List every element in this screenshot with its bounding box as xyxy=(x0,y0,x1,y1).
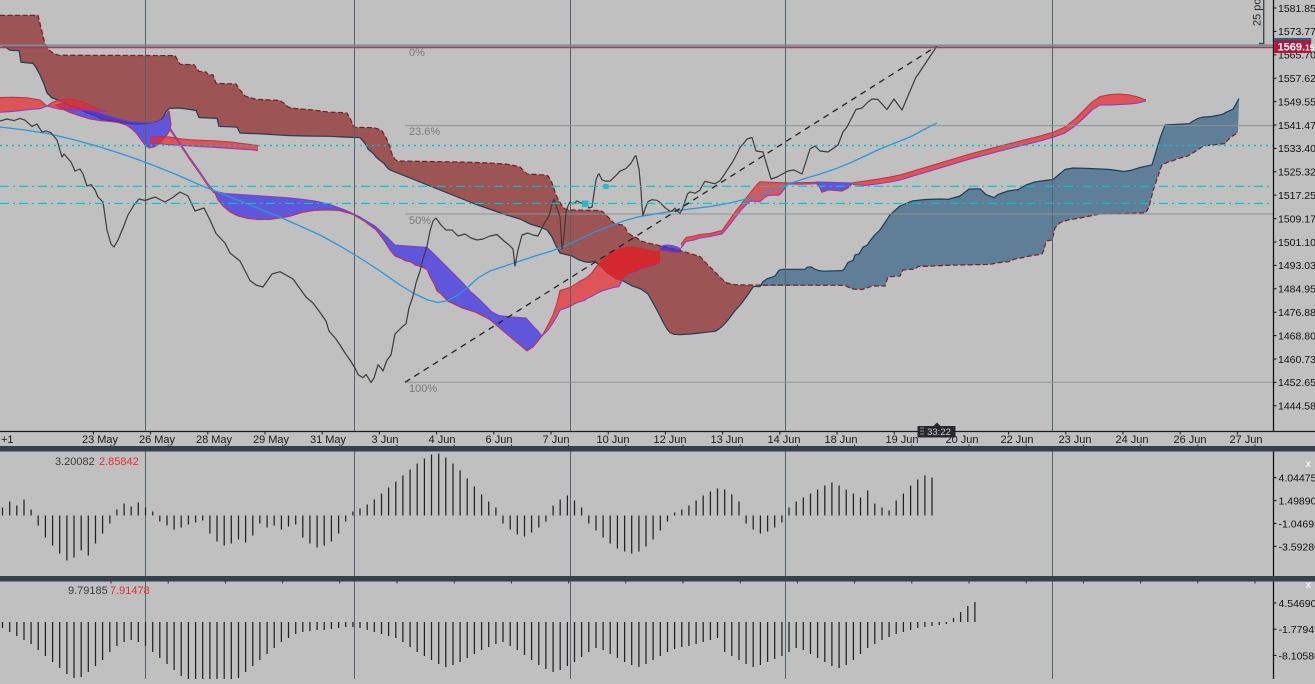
svg-text:14 Jun: 14 Jun xyxy=(767,434,800,446)
svg-text:4 Jun: 4 Jun xyxy=(429,434,456,446)
svg-text:23.6%: 23.6% xyxy=(409,126,440,138)
svg-text:100%: 100% xyxy=(409,383,437,395)
svg-text:1525.32: 1525.32 xyxy=(1278,167,1315,179)
svg-text:26 May: 26 May xyxy=(139,434,176,446)
svg-text:50%: 50% xyxy=(409,215,431,227)
svg-text:22 Jun: 22 Jun xyxy=(1000,434,1033,446)
svg-text:1573.77: 1573.77 xyxy=(1278,26,1315,38)
svg-text:19 Jun: 19 Jun xyxy=(885,434,918,446)
svg-text:1533.40: 1533.40 xyxy=(1278,143,1315,155)
svg-text:-1.77945: -1.77945 xyxy=(1279,624,1315,636)
svg-text:1517.25: 1517.25 xyxy=(1278,190,1315,202)
svg-text:26 Jun: 26 Jun xyxy=(1173,434,1206,446)
svg-text:1.49890: 1.49890 xyxy=(1279,496,1315,508)
svg-text:1484.95: 1484.95 xyxy=(1278,284,1315,296)
svg-text:1557.62: 1557.62 xyxy=(1278,73,1315,85)
svg-text:7 Jun: 7 Jun xyxy=(543,434,570,446)
svg-text:25 points: 25 points xyxy=(1252,0,1264,26)
svg-text:1460.73: 1460.73 xyxy=(1278,354,1315,366)
svg-text:1493.03: 1493.03 xyxy=(1278,260,1315,272)
svg-text:13 Jun: 13 Jun xyxy=(710,434,743,446)
svg-text:x: x xyxy=(1306,459,1312,470)
svg-text:10 Jun: 10 Jun xyxy=(596,434,629,446)
svg-text:1476.88: 1476.88 xyxy=(1278,307,1315,319)
svg-text:33:22: 33:22 xyxy=(927,427,951,438)
svg-text:7.91478: 7.91478 xyxy=(110,585,150,597)
svg-text:1549.55: 1549.55 xyxy=(1278,96,1315,108)
svg-text:29 May: 29 May xyxy=(253,434,290,446)
svg-text:18 Jun: 18 Jun xyxy=(824,434,857,446)
svg-text:3 Jun: 3 Jun xyxy=(372,434,399,446)
svg-text:1509.17: 1509.17 xyxy=(1278,213,1315,225)
svg-text:-3.59280: -3.59280 xyxy=(1279,541,1315,553)
svg-text:24 Jun: 24 Jun xyxy=(1115,434,1148,446)
svg-text:1501.10: 1501.10 xyxy=(1278,237,1315,249)
svg-text:23 Jun: 23 Jun xyxy=(1058,434,1091,446)
svg-text:+1: +1 xyxy=(1,434,14,446)
svg-text:9.79185: 9.79185 xyxy=(68,585,108,597)
svg-text:12 Jun: 12 Jun xyxy=(653,434,686,446)
svg-text:23 May: 23 May xyxy=(82,434,119,446)
svg-text:28 May: 28 May xyxy=(196,434,233,446)
svg-text:1452.65: 1452.65 xyxy=(1278,377,1315,389)
svg-text:x: x xyxy=(1306,580,1312,591)
svg-text:1444.58: 1444.58 xyxy=(1278,401,1315,413)
svg-text:3.20082: 3.20082 xyxy=(55,456,95,468)
svg-text:-8.10580: -8.10580 xyxy=(1279,650,1315,662)
svg-text:1581.85: 1581.85 xyxy=(1278,3,1315,15)
svg-text:2.85842: 2.85842 xyxy=(99,456,139,468)
svg-text:0%: 0% xyxy=(409,47,425,59)
svg-text:-1.04695: -1.04695 xyxy=(1279,519,1315,531)
svg-text:1541.47: 1541.47 xyxy=(1278,120,1315,132)
svg-text:27 Jun: 27 Jun xyxy=(1229,434,1262,446)
svg-text:1468.80: 1468.80 xyxy=(1278,330,1315,342)
svg-text:6 Jun: 6 Jun xyxy=(486,434,513,446)
svg-text:1569.15: 1569.15 xyxy=(1278,42,1315,54)
svg-text:4.04475: 4.04475 xyxy=(1279,473,1315,485)
svg-text:31 May: 31 May xyxy=(310,434,347,446)
svg-text:4.54690: 4.54690 xyxy=(1279,598,1315,610)
